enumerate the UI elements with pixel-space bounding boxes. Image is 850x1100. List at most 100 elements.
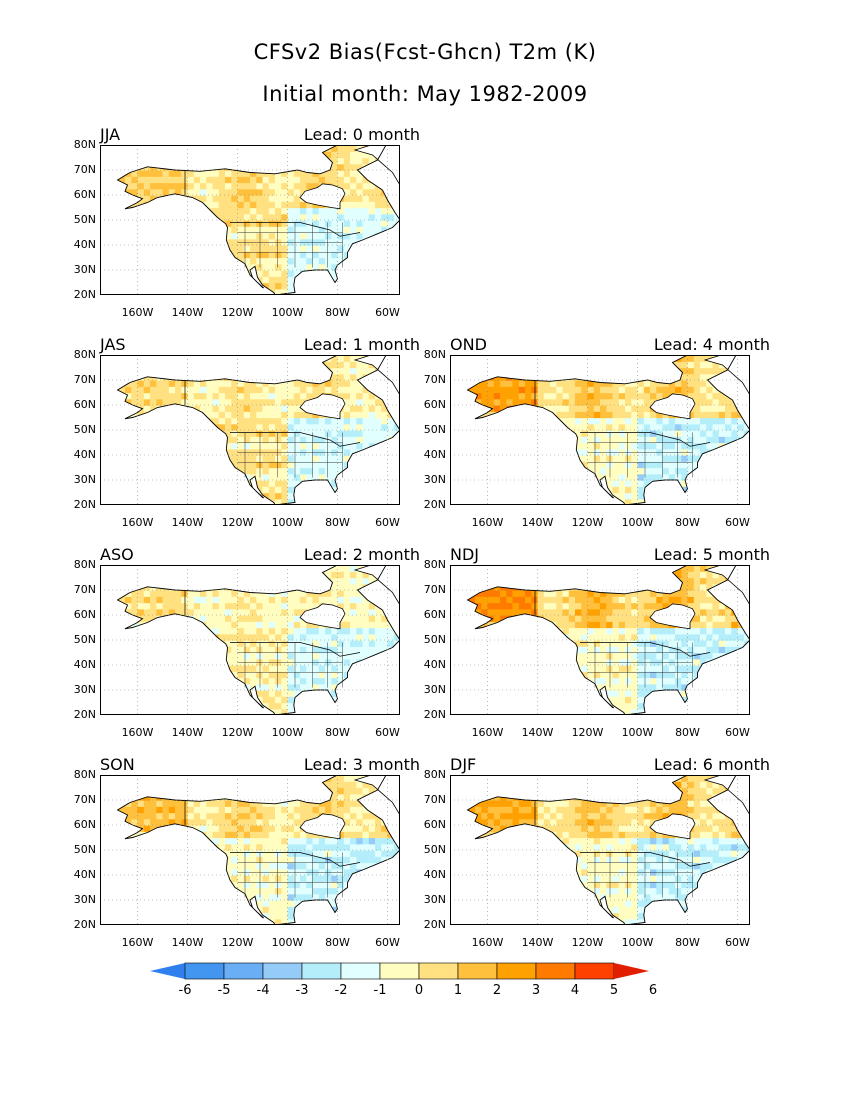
x-tick-label: 160W	[121, 726, 154, 739]
colorbar-tick-label: -6	[178, 983, 192, 998]
graticule	[450, 355, 750, 505]
colorbar-swatch	[223, 962, 264, 980]
coastline	[116, 145, 400, 295]
panel-ond: OND Lead: 4 month 20N 30N 40N 50N 60N 70N 80N 1…	[420, 335, 800, 530]
panel-ndj: NDJ Lead: 5 month 20N 30N 40N 50N 60N 70N 80N 1…	[420, 545, 800, 740]
state-lines	[587, 642, 693, 688]
y-tick-label: 30N	[423, 683, 446, 696]
x-tick-label: 100W	[271, 516, 304, 529]
y-tick-label: 50N	[423, 633, 446, 646]
x-tick-label: 60W	[375, 516, 400, 529]
map-frame	[450, 355, 750, 505]
y-tick-label: 30N	[73, 263, 96, 276]
x-tick-label: 60W	[375, 936, 400, 949]
y-tick-label: 20N	[73, 918, 96, 931]
panel-season-label: SON	[100, 755, 135, 774]
bias-map	[450, 355, 750, 505]
colorbar-swatch	[496, 962, 537, 980]
y-tick-label: 20N	[423, 708, 446, 721]
colorbar-swatch	[184, 962, 225, 980]
x-tick-label: 160W	[121, 306, 154, 319]
y-tick-label: 60N	[73, 188, 96, 201]
panel-lead-label: Lead: 0 month	[303, 125, 420, 144]
colorbar-tick-label: -5	[217, 983, 231, 998]
y-tick-label: 50N	[423, 423, 446, 436]
coastline	[116, 355, 400, 505]
x-tick-label: 140W	[171, 306, 204, 319]
greenland-outline	[353, 775, 400, 826]
x-tick-label: 60W	[725, 516, 750, 529]
coastline	[116, 565, 400, 715]
bias-map	[450, 775, 750, 925]
country-border	[184, 170, 361, 237]
country-border	[534, 380, 711, 447]
colorbar-swatch	[457, 962, 498, 980]
figure-subtitle: Initial month: May 1982-2009	[262, 82, 588, 106]
greenland-outline	[703, 565, 750, 616]
colorbar-tick-label: -4	[256, 983, 270, 998]
y-tick-label: 50N	[73, 633, 96, 646]
y-tick-label: 70N	[73, 583, 96, 596]
country-border	[534, 590, 711, 657]
hudson-bay-outline	[299, 603, 346, 630]
greenland-outline	[703, 355, 750, 406]
y-tick-label: 60N	[423, 818, 446, 831]
x-tick-label: 100W	[621, 936, 654, 949]
y-tick-label: 70N	[423, 373, 446, 386]
panel-lead-label: Lead: 2 month	[303, 545, 420, 564]
panel-lead-label: Lead: 1 month	[303, 335, 420, 354]
colorbar-tick-label: 6	[648, 983, 658, 998]
coastline	[466, 565, 750, 715]
colorbar-tick-label: 4	[570, 983, 580, 998]
colorbar-tick-label: -2	[334, 983, 348, 998]
y-tick-label: 50N	[73, 213, 96, 226]
panel-djf: DJF Lead: 6 month 20N 30N 40N 50N 60N 70N 80N 1…	[420, 755, 800, 950]
colorbar-swatch	[262, 962, 303, 980]
state-lines	[237, 642, 343, 688]
x-tick-label: 100W	[621, 726, 654, 739]
x-tick-label: 140W	[171, 516, 204, 529]
hudson-bay-outline	[299, 183, 346, 210]
y-tick-label: 70N	[73, 793, 96, 806]
x-tick-label: 100W	[271, 306, 304, 319]
graticule	[100, 775, 400, 925]
x-tick-label: 60W	[725, 726, 750, 739]
graticule	[450, 565, 750, 715]
hudson-bay-outline	[649, 813, 696, 840]
colorbar-swatch	[340, 962, 381, 980]
greenland-outline	[703, 775, 750, 826]
x-tick-label: 120W	[571, 516, 604, 529]
y-tick-label: 20N	[73, 498, 96, 511]
y-tick-label: 80N	[73, 138, 96, 151]
map-frame	[450, 565, 750, 715]
figure-title: CFSv2 Bias(Fcst-Ghcn) T2m (K)	[253, 40, 597, 64]
hudson-bay-outline	[299, 813, 346, 840]
x-tick-label: 120W	[221, 306, 254, 319]
bias-map	[100, 145, 400, 295]
greenland-outline	[353, 355, 400, 406]
map-frame	[450, 775, 750, 925]
greenland-outline	[353, 565, 400, 616]
y-tick-label: 40N	[423, 448, 446, 461]
y-tick-label: 40N	[73, 238, 96, 251]
map-frame	[100, 775, 400, 925]
colorbar-tick-label: 1	[453, 983, 463, 998]
colorbar-swatch	[301, 962, 342, 980]
panel-season-label: ASO	[100, 545, 134, 564]
panel-season-label: OND	[450, 335, 487, 354]
x-tick-label: 140W	[521, 936, 554, 949]
colorbar-swatch	[418, 962, 459, 980]
x-tick-label: 160W	[121, 936, 154, 949]
y-tick-label: 80N	[73, 768, 96, 781]
x-tick-label: 80W	[675, 516, 700, 529]
y-tick-label: 60N	[423, 398, 446, 411]
graticule	[450, 775, 750, 925]
panel-season-label: NDJ	[450, 545, 480, 564]
colorbar-tick-label: 3	[531, 983, 541, 998]
y-tick-label: 60N	[73, 608, 96, 621]
y-tick-label: 80N	[73, 348, 96, 361]
y-tick-label: 40N	[423, 658, 446, 671]
graticule	[100, 565, 400, 715]
y-tick-label: 70N	[73, 373, 96, 386]
panel-lead-label: Lead: 4 month	[653, 335, 770, 354]
